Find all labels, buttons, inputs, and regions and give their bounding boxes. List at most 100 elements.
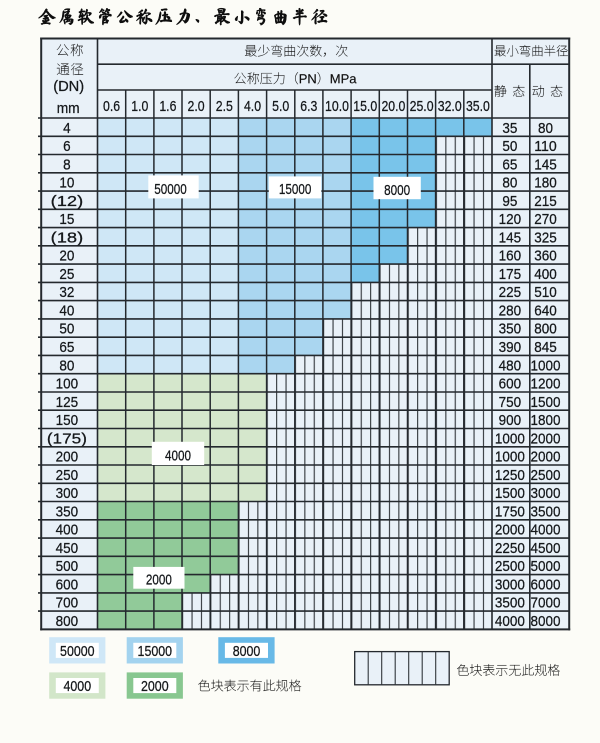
svg-text:600: 600 <box>499 376 522 393</box>
svg-text:35: 35 <box>502 120 517 137</box>
svg-text:15000: 15000 <box>138 643 173 660</box>
svg-text:35.0: 35.0 <box>466 98 490 115</box>
svg-text:225: 225 <box>499 284 522 301</box>
svg-text:900: 900 <box>499 412 522 429</box>
svg-text:65: 65 <box>502 156 517 173</box>
svg-text:120: 120 <box>499 211 522 228</box>
svg-text:4: 4 <box>63 120 71 137</box>
svg-text:80: 80 <box>502 175 517 192</box>
svg-text:1000: 1000 <box>495 449 525 466</box>
svg-text:2.5: 2.5 <box>216 98 233 115</box>
svg-text:200: 200 <box>56 449 79 466</box>
svg-text:1200: 1200 <box>531 376 561 393</box>
svg-text:845: 845 <box>534 339 557 356</box>
svg-text:0.6: 0.6 <box>103 98 120 115</box>
svg-text:25.0: 25.0 <box>410 98 434 115</box>
svg-text:15000: 15000 <box>279 181 312 198</box>
svg-text:1000: 1000 <box>495 430 525 447</box>
svg-text:2.0: 2.0 <box>188 98 205 115</box>
svg-text:2000: 2000 <box>146 571 172 588</box>
svg-text:510: 510 <box>534 284 557 301</box>
svg-text:(18): (18) <box>51 229 84 246</box>
svg-text:50000: 50000 <box>60 643 95 660</box>
svg-text:6000: 6000 <box>531 576 561 593</box>
svg-text:350: 350 <box>499 321 522 338</box>
svg-text:4000: 4000 <box>64 678 92 695</box>
svg-text:3500: 3500 <box>495 595 525 612</box>
svg-text:10: 10 <box>59 175 74 192</box>
svg-text:7000: 7000 <box>531 595 561 612</box>
svg-text:40: 40 <box>59 303 74 320</box>
svg-text:2500: 2500 <box>531 467 561 484</box>
svg-text:4500: 4500 <box>531 540 561 557</box>
svg-text:32: 32 <box>59 284 74 301</box>
svg-text:125: 125 <box>56 394 79 411</box>
svg-text:2250: 2250 <box>495 540 525 557</box>
svg-text:8: 8 <box>63 156 71 173</box>
svg-text:3000: 3000 <box>495 576 525 593</box>
svg-text:4000: 4000 <box>531 522 561 539</box>
svg-text:360: 360 <box>534 248 557 265</box>
svg-text:280: 280 <box>499 303 522 320</box>
svg-text:325: 325 <box>534 229 557 246</box>
svg-text:145: 145 <box>499 229 522 246</box>
svg-text:270: 270 <box>534 211 557 228</box>
svg-text:15.0: 15.0 <box>353 98 377 115</box>
svg-text:750: 750 <box>499 394 522 411</box>
svg-text:2500: 2500 <box>495 558 525 575</box>
svg-text:(DN): (DN) <box>53 78 84 95</box>
svg-text:160: 160 <box>499 248 522 265</box>
svg-text:1.0: 1.0 <box>131 98 148 115</box>
svg-text:250: 250 <box>56 467 79 484</box>
svg-text:5.0: 5.0 <box>272 98 289 115</box>
svg-text:1000: 1000 <box>531 357 561 374</box>
svg-text:4000: 4000 <box>495 613 525 630</box>
svg-text:6.3: 6.3 <box>300 98 317 115</box>
svg-text:100: 100 <box>56 376 79 393</box>
svg-text:(12): (12) <box>51 193 84 210</box>
svg-text:640: 640 <box>534 303 557 320</box>
svg-text:mm: mm <box>57 101 80 117</box>
svg-text:80: 80 <box>538 120 553 137</box>
svg-text:390: 390 <box>499 339 522 356</box>
svg-text:3000: 3000 <box>531 485 561 502</box>
svg-text:5000: 5000 <box>531 558 561 575</box>
svg-text:1500: 1500 <box>531 394 561 411</box>
svg-text:175: 175 <box>499 266 522 283</box>
svg-text:180: 180 <box>534 175 557 192</box>
svg-text:215: 215 <box>534 193 557 210</box>
svg-text:8000: 8000 <box>384 182 410 199</box>
svg-text:110: 110 <box>534 138 557 155</box>
svg-text:50000: 50000 <box>154 181 187 198</box>
svg-text:300: 300 <box>56 485 79 502</box>
svg-text:145: 145 <box>534 156 557 173</box>
svg-text:95: 95 <box>502 193 517 210</box>
svg-text:1250: 1250 <box>495 467 525 484</box>
svg-text:2000: 2000 <box>495 522 525 539</box>
svg-text:25: 25 <box>59 266 74 283</box>
svg-text:2000: 2000 <box>531 430 561 447</box>
svg-text:50: 50 <box>502 138 517 155</box>
svg-text:400: 400 <box>56 522 79 539</box>
svg-text:700: 700 <box>56 595 79 612</box>
svg-text:2000: 2000 <box>531 449 561 466</box>
svg-text:20: 20 <box>59 248 74 265</box>
svg-text:80: 80 <box>59 357 74 374</box>
svg-text:10.0: 10.0 <box>325 98 349 115</box>
svg-text:2000: 2000 <box>141 678 169 695</box>
svg-text:4.0: 4.0 <box>244 98 261 115</box>
svg-text:8000: 8000 <box>233 643 261 660</box>
svg-text:(175): (175) <box>47 430 87 447</box>
svg-text:1750: 1750 <box>495 503 525 520</box>
svg-text:50: 50 <box>59 321 74 338</box>
svg-text:350: 350 <box>56 503 79 520</box>
svg-text:65: 65 <box>59 339 74 356</box>
svg-text:3500: 3500 <box>531 503 561 520</box>
svg-text:20.0: 20.0 <box>381 98 405 115</box>
svg-text:15: 15 <box>59 211 74 228</box>
svg-text:6: 6 <box>63 138 71 155</box>
svg-text:500: 500 <box>56 558 79 575</box>
svg-text:800: 800 <box>56 613 79 630</box>
svg-text:150: 150 <box>56 412 79 429</box>
svg-text:480: 480 <box>499 357 522 374</box>
